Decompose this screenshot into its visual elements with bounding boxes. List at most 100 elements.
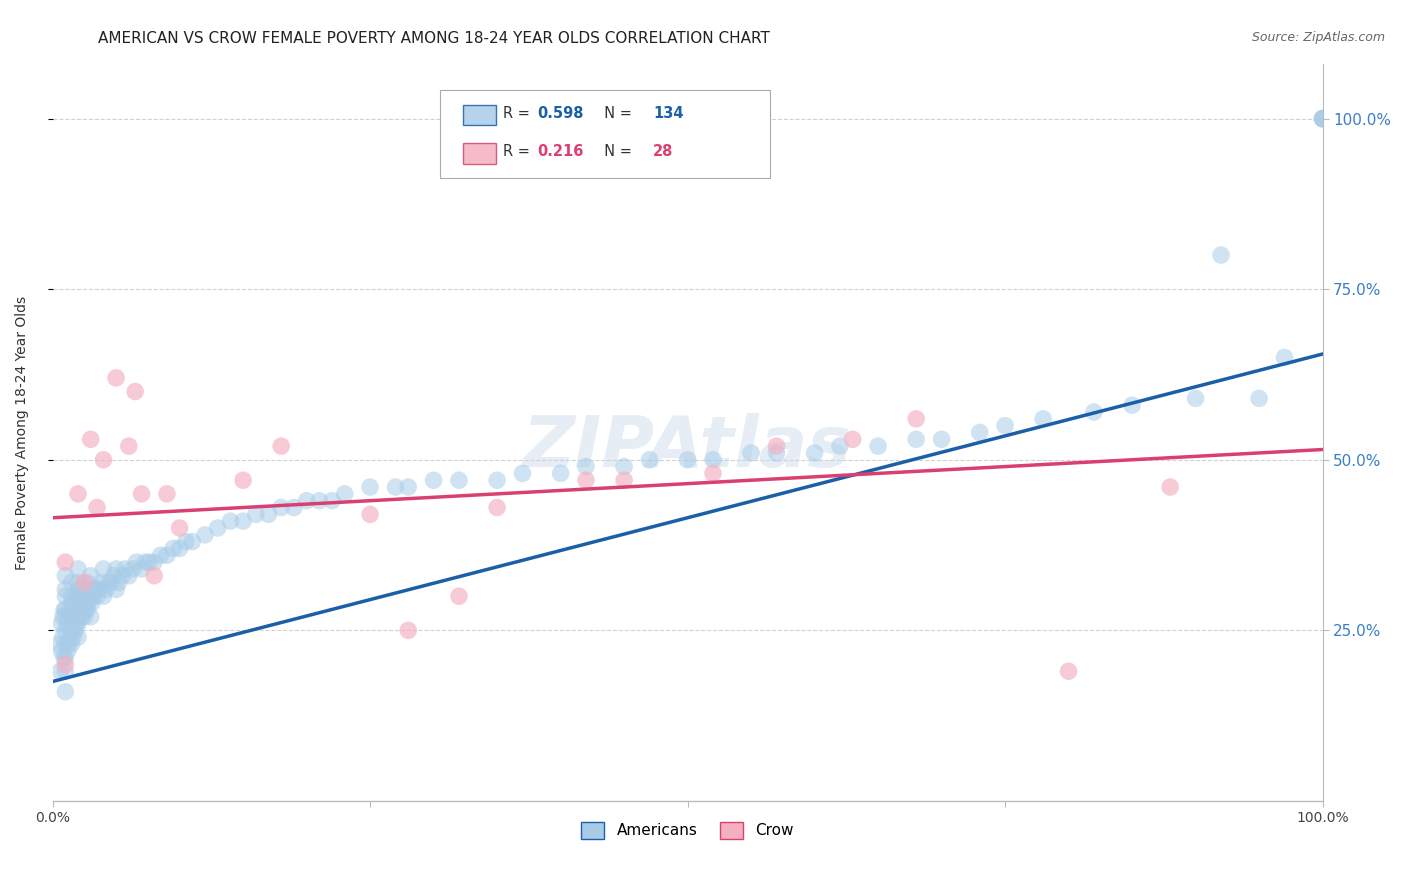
Point [107,575,129,590]
Point [66,603,89,617]
Point [245,508,267,522]
Point [613,459,636,474]
Point [97,575,120,590]
Point [70,582,93,597]
Point [1057,665,1080,679]
Point [118,568,141,582]
Point [1184,392,1206,406]
Point [103,568,125,582]
Point [905,412,928,426]
Point [62,630,84,644]
Point [60,575,83,590]
Point [232,514,254,528]
Point [134,555,156,569]
Point [80,589,103,603]
Point [56,616,79,631]
Point [321,493,343,508]
Point [93,562,115,576]
Point [841,432,863,446]
Point [1121,398,1143,412]
Point [868,439,890,453]
Point [60,637,83,651]
Point [100,575,122,590]
Point [174,534,197,549]
Point [118,439,141,453]
Point [931,432,953,446]
Point [53,684,76,698]
Point [93,589,115,603]
Text: 28: 28 [654,145,673,160]
Point [1312,112,1334,126]
Point [308,493,330,508]
Text: Source: ZipAtlas.com: Source: ZipAtlas.com [1251,31,1385,45]
Point [89,582,111,597]
Point [90,575,112,590]
Point [575,473,598,487]
Point [70,609,93,624]
Point [111,568,134,582]
Point [58,637,80,651]
Point [66,596,89,610]
Point [53,603,76,617]
Point [58,609,80,624]
Point [56,644,79,658]
Point [59,630,82,644]
Point [765,439,787,453]
Point [53,568,76,582]
Point [69,589,91,603]
Point [162,541,184,556]
Point [53,665,76,679]
Point [1032,412,1054,426]
Point [181,534,204,549]
Point [51,644,73,658]
Point [638,452,661,467]
Point [94,582,117,597]
Point [77,596,100,610]
Point [66,582,89,597]
Point [1312,112,1334,126]
Point [80,568,103,582]
Point [396,624,419,638]
Text: R =: R = [503,106,534,121]
Text: 134: 134 [654,106,683,121]
Point [60,589,83,603]
Point [73,582,96,597]
Point [66,616,89,631]
Point [740,446,762,460]
Point [131,487,153,501]
Point [51,616,73,631]
Point [114,562,136,576]
Point [59,603,82,617]
Point [66,589,89,603]
Point [905,432,928,446]
Point [143,555,166,569]
Point [105,562,128,576]
Point [270,500,292,515]
Point [447,473,470,487]
Point [72,603,94,617]
Point [149,549,172,563]
Point [232,473,254,487]
Point [52,609,75,624]
Point [80,432,103,446]
Point [1159,480,1181,494]
Text: N =: N = [595,106,637,121]
Point [1312,112,1334,126]
Point [80,596,103,610]
Point [550,467,572,481]
Point [49,665,72,679]
Point [60,609,83,624]
Point [53,657,76,672]
Point [702,452,724,467]
Point [65,624,87,638]
Point [765,446,787,460]
Point [63,596,86,610]
Point [53,589,76,603]
Point [53,637,76,651]
Legend: Americans, Crow: Americans, Crow [575,816,800,845]
Point [69,609,91,624]
Point [169,541,191,556]
Point [75,603,97,617]
Point [80,609,103,624]
Point [156,487,179,501]
